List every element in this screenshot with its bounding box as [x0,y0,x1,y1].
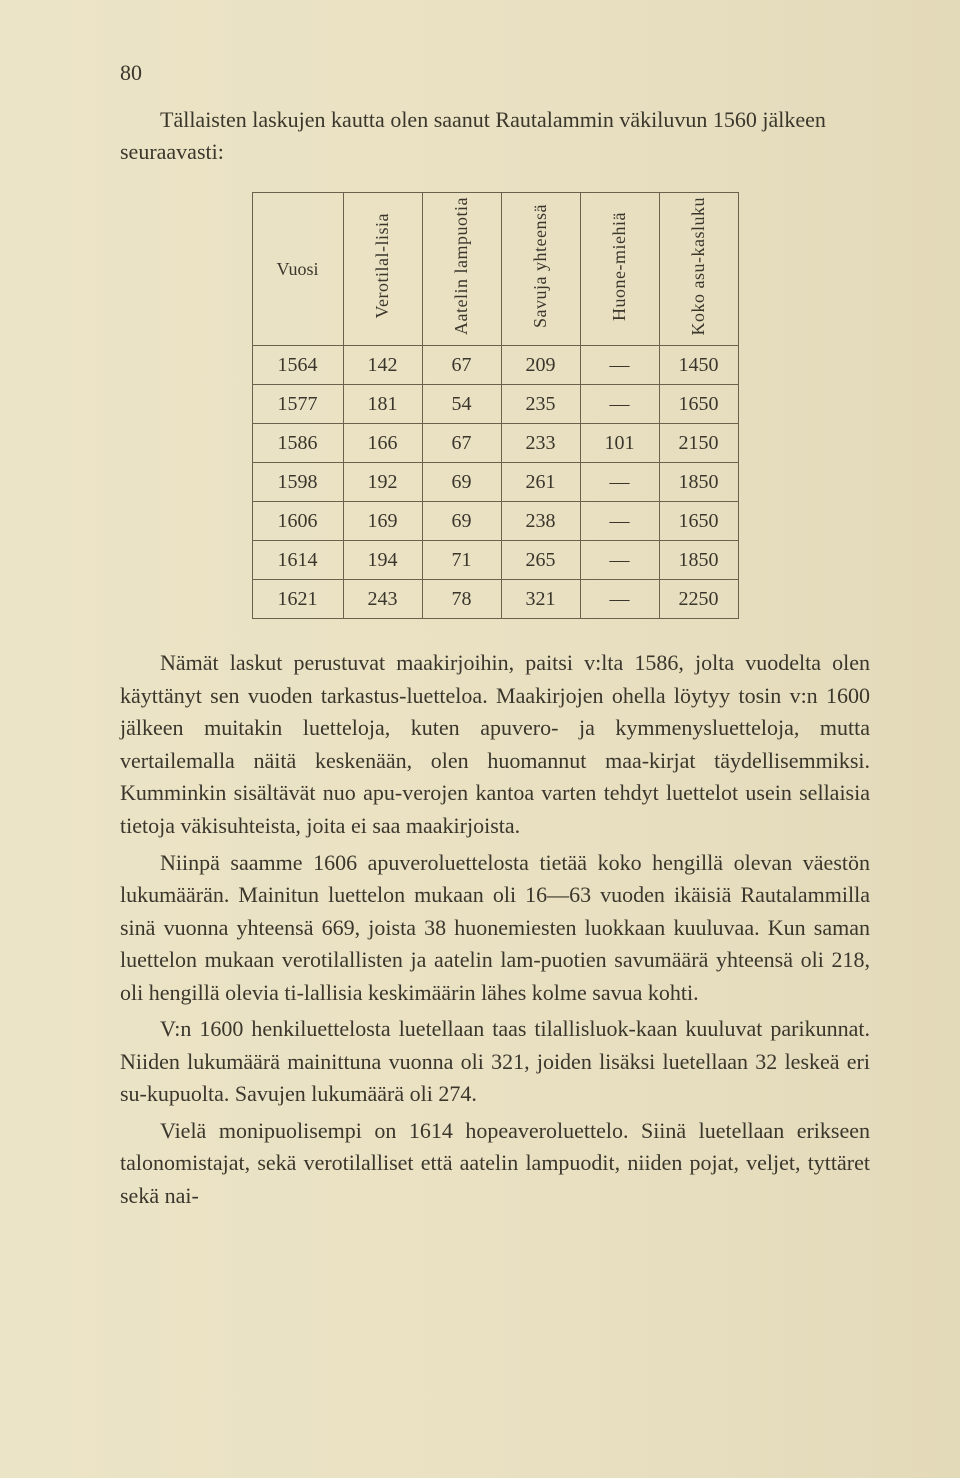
cell: 181 [343,385,422,424]
table-row: 1564 142 67 209 — 1450 [252,346,738,385]
cell: 69 [422,502,501,541]
intro-paragraph: Tällaisten laskujen kautta olen saanut R… [120,104,870,168]
table-row: 1577 181 54 235 — 1650 [252,385,738,424]
cell: 67 [422,424,501,463]
cell: 71 [422,541,501,580]
cell: 243 [343,580,422,619]
cell: — [580,580,659,619]
cell: 321 [501,580,580,619]
cell: 1650 [659,502,738,541]
cell: 2150 [659,424,738,463]
cell: 192 [343,463,422,502]
page-number: 80 [120,60,870,86]
table-row: 1598 192 69 261 — 1850 [252,463,738,502]
cell: 1606 [252,502,343,541]
paragraph-2: Niinpä saamme 1606 apuveroluettelosta ti… [120,847,870,1010]
cell: 78 [422,580,501,619]
cell: 235 [501,385,580,424]
book-page: 80 Tällaisten laskujen kautta olen saanu… [0,0,960,1478]
cell: — [580,502,659,541]
cell: 169 [343,502,422,541]
col-header-koko: Koko asu-kasluku [659,192,738,345]
cell: 2250 [659,580,738,619]
cell: 265 [501,541,580,580]
paragraph-4: Vielä monipuolisempi on 1614 hopeaverolu… [120,1115,870,1213]
table-body: 1564 142 67 209 — 1450 1577 181 54 235 —… [252,346,738,619]
col-header-vuosi: Vuosi [252,192,343,345]
cell: 1450 [659,346,738,385]
cell: — [580,541,659,580]
cell: — [580,463,659,502]
paragraph-3: V:n 1600 henkiluettelosta luetellaan taa… [120,1013,870,1111]
cell: 238 [501,502,580,541]
cell: 1650 [659,385,738,424]
paragraph-1: Nämät laskut perustuvat maakirjoihin, pa… [120,647,870,842]
cell: 142 [343,346,422,385]
body-text: Nämät laskut perustuvat maakirjoihin, pa… [120,647,870,1212]
table-row: 1586 166 67 233 101 2150 [252,424,738,463]
population-table-wrap: Vuosi Verotilal-lisia Aatelin lampuotia … [120,192,870,619]
cell: 194 [343,541,422,580]
cell: 261 [501,463,580,502]
cell: 209 [501,346,580,385]
cell: 1577 [252,385,343,424]
table-row: 1621 243 78 321 — 2250 [252,580,738,619]
cell: 166 [343,424,422,463]
table-header-row: Vuosi Verotilal-lisia Aatelin lampuotia … [252,192,738,345]
cell: 1614 [252,541,343,580]
cell: 1598 [252,463,343,502]
cell: 101 [580,424,659,463]
col-header-aatelin: Aatelin lampuotia [422,192,501,345]
cell: 67 [422,346,501,385]
table-row: 1606 169 69 238 — 1650 [252,502,738,541]
cell: 1850 [659,541,738,580]
cell: 54 [422,385,501,424]
cell: 69 [422,463,501,502]
cell: 233 [501,424,580,463]
col-header-huone: Huone-miehiä [580,192,659,345]
population-table: Vuosi Verotilal-lisia Aatelin lampuotia … [252,192,739,619]
cell: 1621 [252,580,343,619]
cell: 1564 [252,346,343,385]
cell: — [580,385,659,424]
col-header-verotilallisia: Verotilal-lisia [343,192,422,345]
cell: 1850 [659,463,738,502]
cell: 1586 [252,424,343,463]
col-header-savuja: Savuja yhteensä [501,192,580,345]
cell: — [580,346,659,385]
table-row: 1614 194 71 265 — 1850 [252,541,738,580]
